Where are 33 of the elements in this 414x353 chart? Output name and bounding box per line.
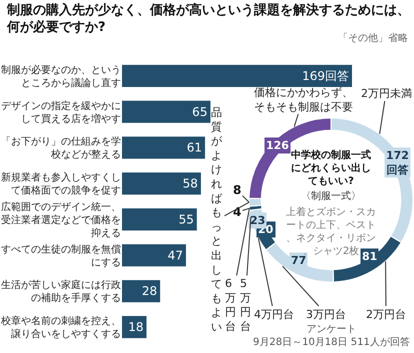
slice-label: 3万円台 [306,308,346,321]
text: 「その他」省略 [338,32,408,44]
y-tick-label: すべての生徒の制服を無償にする [1,243,121,268]
data-label: 126 [266,139,290,152]
slice-label: 2万円台 [366,308,406,321]
category-label: 品質がよければもっと出してもよい [211,106,222,334]
data-label: 65 [192,104,208,119]
y-tick-label: 新規業者も参入しやすくして価格面での競争を促す [1,172,121,197]
slice-label: 価格にかかわらず、そもそも制服は不要 [254,86,353,114]
data-label: 61 [186,140,202,155]
annotation: アンケート [306,324,356,335]
data-label: 55 [178,212,194,226]
text: 〈制服一式〉 [301,190,361,202]
slice-label: 2万円未満 [361,87,412,100]
data-label: 58 [182,176,198,191]
y-tick-label: 広範囲でのデザイン統一、受注業者選定などで価格を抑える [1,200,121,239]
y-tick-label: 制服が必要なのか、というところから議論し直す [1,64,121,89]
data-label: 81 [362,250,378,263]
data-label: 172回答 [386,149,410,176]
data-label: 18 [128,320,144,334]
data-label: 169回答 [302,68,349,83]
data-label: 8 [233,183,242,197]
slice-label: 5万円台 [240,277,251,333]
y-tick-label: 生活が苦しい家庭には行政の補助を手厚くする [1,279,121,304]
y-tick-label: 「お下がり」の仕組みを学校などが整える [1,136,121,161]
annotation: 9月28日～10月18日 511人が回答 [253,336,410,348]
data-label: 47 [168,248,183,262]
text: 中学校の制服一式にどれくらい出してもいい? [291,149,371,187]
y-tick-label: デザインの指定を緩やかにして買える店を増やす [1,100,121,125]
y-tick-label: 校章や名前の刺繍を控え、譲り合いをしやすくする [0,315,121,340]
slice-label: 6万円台 [225,277,236,333]
slice-label: 4万円台 [254,308,294,321]
data-label: 28 [142,284,158,298]
